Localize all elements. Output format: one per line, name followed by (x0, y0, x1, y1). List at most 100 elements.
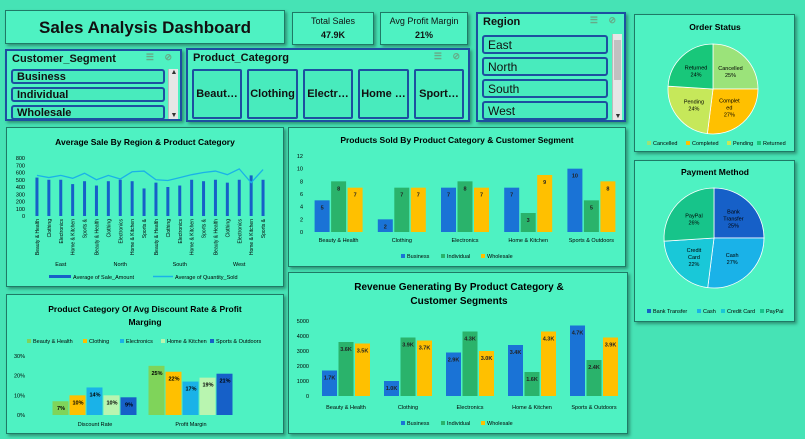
legend-label: Individual (447, 421, 470, 427)
legend-swatch (647, 309, 651, 313)
data-label: 3.4K (510, 350, 522, 356)
y-tick-label: 20% (14, 374, 25, 380)
x-tick-label: Electronics (118, 219, 124, 244)
slicer-item[interactable]: East (482, 35, 608, 54)
pie-slice (667, 43, 714, 90)
slicer-item[interactable]: West (482, 101, 608, 120)
legend-swatch (161, 339, 165, 343)
x-tick-label: Discount Rate (78, 422, 113, 428)
y-tick-label: 0 (22, 214, 25, 220)
y-tick-label: 8 (300, 179, 303, 185)
slicer-title: Customer_Segment (12, 53, 116, 65)
data-label: 3.5K (357, 349, 369, 355)
chart-title: Customer Segments (410, 296, 508, 307)
legend-swatch (83, 339, 87, 343)
bar (586, 360, 602, 396)
scrollbar[interactable]: ▼ (612, 34, 622, 120)
slicer-tile[interactable]: Sport… (414, 69, 464, 119)
slice-label: Cash (726, 253, 739, 259)
legend-swatch (481, 254, 485, 258)
bar (537, 175, 553, 232)
discount-profit-chart-panel: Product Category Of Avg Discount Rate & … (6, 294, 284, 434)
bar (120, 397, 137, 415)
slicer-item[interactable]: Wholesale (11, 105, 165, 120)
scrollbar[interactable]: ▲ ▼ (168, 69, 178, 119)
scroll-down-icon[interactable]: ▼ (614, 113, 622, 120)
bar (541, 331, 556, 396)
data-label: 10% (106, 400, 117, 406)
dashboard-title-panel: Sales Analysis Dashboard (5, 10, 285, 44)
legend-label: Pending (733, 141, 753, 147)
slicer-item[interactable]: South (482, 79, 608, 98)
legend-label: Credit Card (727, 309, 755, 315)
data-label: 7 (354, 193, 357, 199)
multi-select-icon[interactable]: ☰ ⊘ (145, 52, 176, 62)
slicer-item[interactable]: Individual (11, 87, 165, 102)
slicer-tile[interactable]: Beaut… (192, 69, 242, 119)
legend-swatch (481, 421, 485, 425)
slice-label: 24% (691, 72, 702, 78)
bar (118, 179, 122, 216)
x-tick-label: Clothing (166, 219, 172, 238)
slicer-header: Region ☰ ⊘ (478, 14, 624, 32)
bar (355, 343, 370, 396)
bar (83, 181, 87, 216)
data-label: 8 (463, 186, 466, 192)
x-tick-label: Electronics (457, 405, 484, 411)
kpi-value: 21% (414, 30, 433, 40)
legend-swatch (757, 141, 761, 145)
slice-label: 27% (727, 260, 738, 266)
slice-label: 25% (728, 224, 739, 230)
bar (567, 168, 583, 232)
bar (166, 187, 170, 216)
order-status-chart-panel: Order Status Cancelled 25% Complet ed 27% Pend… (634, 14, 795, 152)
slicer-item[interactable]: North (482, 57, 608, 76)
data-label: 5 (321, 205, 324, 211)
slice-label: Transfer (723, 217, 743, 223)
data-label: 9 (543, 180, 546, 186)
y-tick-label: 4000 (297, 334, 309, 340)
legend-label: Sports & Outdoors (216, 339, 261, 345)
bar (52, 401, 69, 415)
legend-label: Cash (703, 309, 716, 315)
bar (410, 187, 426, 232)
slicer-tile[interactable]: Electr… (303, 69, 353, 119)
data-label: 4.3K (464, 337, 476, 343)
data-label: 8 (606, 186, 609, 192)
bar (182, 381, 199, 415)
bar (47, 179, 51, 216)
bar (69, 395, 86, 415)
legend-label: Average of Quantity_Sold (175, 275, 238, 281)
data-label: 5 (590, 205, 593, 211)
bar (570, 325, 585, 396)
legend-label: Home & Kitchen (167, 339, 207, 345)
slicer-header: Customer_Segment ☰ ⊘ (7, 51, 180, 69)
slice-label: 22% (688, 262, 699, 268)
bar (86, 387, 103, 415)
data-label: 8 (337, 186, 340, 192)
scroll-up-icon[interactable]: ▲ (170, 69, 178, 76)
bar (377, 219, 393, 232)
bar (462, 331, 478, 396)
bar (400, 337, 416, 396)
slicer-tile[interactable]: Clothing (247, 69, 298, 119)
avg-sale-chart-panel: Average Sale By Region & Product Categor… (6, 127, 284, 287)
x-tick-label: Electronics (178, 219, 184, 244)
kpi-avg-profit-margin: Avg Profit Margin 21% (380, 12, 468, 45)
bar (479, 351, 494, 396)
slicer-item[interactable]: Business (11, 69, 165, 84)
x-tick-label: Clothing (398, 405, 418, 411)
legend-swatch (120, 339, 124, 343)
multi-select-icon[interactable]: ☰ ⊘ (589, 15, 620, 25)
bar (603, 337, 618, 396)
slicer-tile[interactable]: Home … (358, 69, 409, 119)
scrollbar-thumb[interactable] (614, 40, 621, 80)
bar (148, 365, 165, 415)
bar (508, 345, 523, 396)
scroll-down-icon[interactable]: ▼ (170, 112, 178, 119)
bar (504, 187, 520, 232)
data-label: 7 (417, 193, 420, 199)
multi-select-icon[interactable]: ☰ ⊘ (433, 51, 464, 61)
kpi-label: Total Sales (310, 16, 356, 26)
legend-label: Electronics (126, 339, 153, 345)
